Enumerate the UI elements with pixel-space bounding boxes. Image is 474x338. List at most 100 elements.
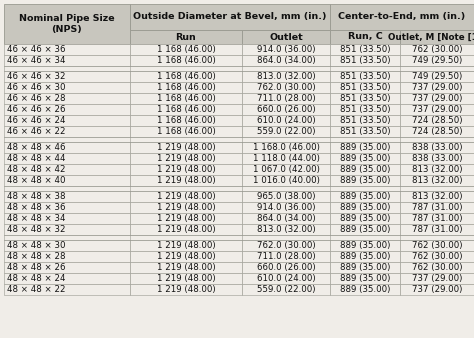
Bar [400, 126, 474, 137]
Text: 851 (33.50): 851 (33.50) [340, 83, 390, 92]
Bar [242, 93, 330, 104]
Bar [242, 44, 330, 55]
Text: 889 (35.00): 889 (35.00) [340, 285, 390, 294]
Bar [330, 191, 400, 202]
Bar [4, 175, 130, 186]
Bar [242, 251, 330, 262]
Bar [330, 104, 400, 115]
Text: 1 219 (48.00): 1 219 (48.00) [157, 165, 215, 174]
Bar [400, 71, 474, 82]
Text: 889 (35.00): 889 (35.00) [340, 203, 390, 212]
Text: 737 (29.00): 737 (29.00) [412, 83, 462, 92]
Text: 46 × 46 × 34: 46 × 46 × 34 [7, 56, 65, 65]
Bar [400, 202, 474, 213]
Bar [4, 126, 130, 137]
Text: 838 (33.00): 838 (33.00) [412, 154, 462, 163]
Text: 838 (33.00): 838 (33.00) [412, 143, 462, 152]
Bar [4, 186, 474, 191]
Bar [130, 71, 242, 82]
Text: 48 × 48 × 24: 48 × 48 × 24 [7, 274, 65, 283]
Text: 48 × 48 × 46: 48 × 48 × 46 [7, 143, 65, 152]
Bar [400, 164, 474, 175]
Text: 914.0 (36.00): 914.0 (36.00) [257, 203, 315, 212]
Bar [330, 4, 474, 30]
Bar [330, 126, 400, 137]
Bar [130, 251, 242, 262]
Bar [330, 273, 400, 284]
Text: 762 (30.00): 762 (30.00) [412, 252, 462, 261]
Text: 813 (32.00): 813 (32.00) [412, 176, 462, 185]
Text: 1 219 (48.00): 1 219 (48.00) [157, 285, 215, 294]
Text: 889 (35.00): 889 (35.00) [340, 274, 390, 283]
Text: 787 (31.00): 787 (31.00) [412, 214, 462, 223]
Bar [130, 273, 242, 284]
Text: 711.0 (28.00): 711.0 (28.00) [257, 94, 315, 103]
Bar [4, 153, 130, 164]
Text: 711.0 (28.00): 711.0 (28.00) [257, 252, 315, 261]
Bar [242, 191, 330, 202]
Bar [400, 115, 474, 126]
Text: 46 × 46 × 24: 46 × 46 × 24 [7, 116, 65, 125]
Bar [330, 55, 400, 66]
Text: 46 × 46 × 36: 46 × 46 × 36 [7, 45, 65, 54]
Bar [400, 213, 474, 224]
Text: 762.0 (30.00): 762.0 (30.00) [257, 241, 315, 250]
Bar [4, 55, 130, 66]
Text: 813.0 (32.00): 813.0 (32.00) [257, 72, 315, 81]
Bar [400, 175, 474, 186]
Bar [400, 30, 474, 44]
Bar [330, 240, 400, 251]
Bar [4, 142, 130, 153]
Bar [400, 251, 474, 262]
Bar [4, 240, 130, 251]
Bar [130, 4, 330, 30]
Text: 1 168 (46.00): 1 168 (46.00) [156, 83, 215, 92]
Text: 48 × 48 × 38: 48 × 48 × 38 [7, 192, 65, 201]
Text: 851 (33.50): 851 (33.50) [340, 56, 390, 65]
Bar [130, 82, 242, 93]
Bar [330, 153, 400, 164]
Bar [130, 164, 242, 175]
Bar [130, 142, 242, 153]
Bar [400, 153, 474, 164]
Text: 46 × 46 × 32: 46 × 46 × 32 [7, 72, 65, 81]
Text: 851 (33.50): 851 (33.50) [340, 116, 390, 125]
Text: 1 168 (46.00): 1 168 (46.00) [156, 56, 215, 65]
Bar [4, 93, 130, 104]
Text: 851 (33.50): 851 (33.50) [340, 72, 390, 81]
Text: Outlet, M [Note [1]]: Outlet, M [Note [1]] [388, 32, 474, 42]
Text: 889 (35.00): 889 (35.00) [340, 225, 390, 234]
Bar [130, 240, 242, 251]
Bar [130, 213, 242, 224]
Text: 737 (29.00): 737 (29.00) [412, 285, 462, 294]
Text: 889 (35.00): 889 (35.00) [340, 263, 390, 272]
Text: 914.0 (36.00): 914.0 (36.00) [257, 45, 315, 54]
Bar [400, 240, 474, 251]
Text: 889 (35.00): 889 (35.00) [340, 165, 390, 174]
Bar [242, 153, 330, 164]
Bar [242, 82, 330, 93]
Text: 737 (29.00): 737 (29.00) [412, 94, 462, 103]
Text: 889 (35.00): 889 (35.00) [340, 192, 390, 201]
Bar [330, 262, 400, 273]
Bar [242, 104, 330, 115]
Bar [4, 273, 130, 284]
Text: 889 (35.00): 889 (35.00) [340, 241, 390, 250]
Text: 1 118.0 (44.00): 1 118.0 (44.00) [253, 154, 319, 163]
Text: 787 (31.00): 787 (31.00) [412, 203, 462, 212]
Text: 1 219 (48.00): 1 219 (48.00) [157, 274, 215, 283]
Bar [400, 104, 474, 115]
Bar [242, 126, 330, 137]
Bar [400, 262, 474, 273]
Bar [130, 262, 242, 273]
Text: 851 (33.50): 851 (33.50) [340, 94, 390, 103]
Text: 1 168 (46.00): 1 168 (46.00) [156, 116, 215, 125]
Text: 46 × 46 × 26: 46 × 46 × 26 [7, 105, 65, 114]
Text: 889 (35.00): 889 (35.00) [340, 214, 390, 223]
Bar [242, 224, 330, 235]
Text: 1 219 (48.00): 1 219 (48.00) [157, 241, 215, 250]
Bar [330, 224, 400, 235]
Text: 851 (33.50): 851 (33.50) [340, 127, 390, 136]
Text: 1 219 (48.00): 1 219 (48.00) [157, 143, 215, 152]
Bar [400, 142, 474, 153]
